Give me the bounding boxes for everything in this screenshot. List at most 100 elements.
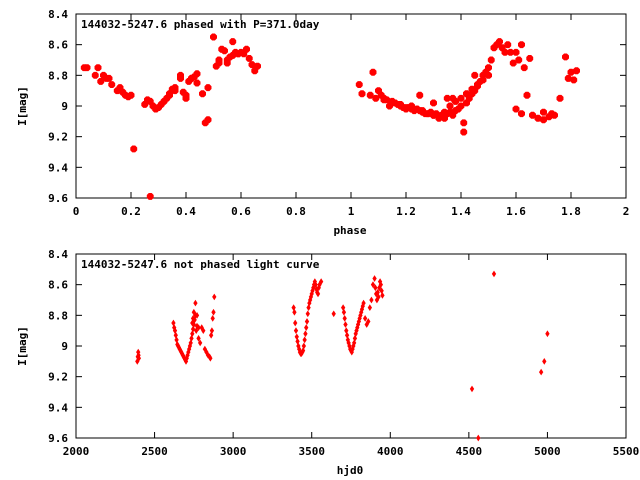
data-point (491, 270, 497, 278)
y-axis-label: I[mag] (16, 86, 29, 126)
data-point (136, 354, 142, 362)
data-point (512, 105, 520, 113)
data-point (146, 193, 154, 200)
x-tick-label: 1.6 (506, 205, 526, 218)
data-point (523, 91, 531, 99)
data-point (424, 110, 432, 118)
data-point (443, 94, 451, 102)
data-point (351, 339, 357, 347)
data-point (293, 319, 298, 327)
x-tick-label: 0.2 (121, 205, 141, 218)
data-point (209, 327, 215, 335)
data-point (485, 71, 492, 79)
data-point (182, 94, 190, 102)
y-tick-label: 8.6 (48, 279, 68, 292)
y-tick-label: 8.8 (48, 309, 68, 322)
data-point (369, 296, 374, 304)
x-tick-label: 2500 (141, 445, 168, 458)
data-point (248, 61, 256, 69)
data-point (245, 55, 253, 62)
chart-title: 144032-5247.6 phased with P=371.0day (81, 18, 320, 31)
data-point (306, 304, 311, 312)
data-point (188, 339, 193, 347)
data-point (564, 74, 572, 82)
data-point (416, 91, 424, 99)
data-point (344, 327, 349, 335)
data-point (362, 315, 368, 322)
data-point (291, 304, 296, 312)
data-point (342, 315, 347, 322)
data-point (197, 339, 203, 347)
y-ticks: 8.4 8.6 8.8 9 9.2 9.4 9.6 (48, 248, 626, 445)
data-point (460, 119, 468, 127)
data-point (344, 331, 350, 339)
data-point (204, 116, 212, 124)
data-point (573, 67, 580, 75)
data-point (545, 330, 550, 338)
x-tick-label: 5000 (534, 445, 561, 458)
data-point (196, 334, 201, 342)
data-point (166, 91, 173, 99)
data-point (190, 325, 196, 333)
data-point (208, 331, 214, 339)
x-tick-label: 1.4 (451, 205, 471, 218)
data-point (435, 114, 443, 122)
data-point (301, 342, 307, 350)
data-point (468, 85, 476, 93)
data-point (361, 299, 366, 307)
data-point (340, 304, 346, 312)
data-point (243, 45, 250, 53)
data-point (91, 71, 99, 79)
data-point (171, 84, 179, 92)
data-point (174, 336, 179, 344)
data-point (295, 338, 300, 345)
x-tick-label: 4500 (456, 445, 483, 458)
data-point (300, 347, 306, 354)
data-point (408, 102, 415, 110)
data-point (196, 324, 201, 331)
data-point (471, 71, 479, 79)
x-tick-label: 0 (73, 205, 80, 218)
x-tick-label: 2 (623, 205, 630, 218)
y-tick-label: 9.2 (48, 371, 68, 384)
data-point (496, 38, 503, 46)
chart-title: 144032-5247.6 not phased light curve (81, 258, 320, 271)
data-point (380, 292, 385, 299)
data-point (191, 308, 197, 316)
x-axis-label: phase (333, 224, 366, 237)
data-point (221, 47, 228, 55)
x-tick-label: 0.8 (286, 205, 306, 218)
data-point (105, 74, 113, 82)
y-tick-label: 8.4 (48, 8, 68, 21)
data-point (457, 94, 465, 102)
data-point (355, 81, 363, 88)
data-point (479, 76, 487, 84)
x-ticks: 2000 2500 3000 3500 4000 4500 5000 5500 (63, 254, 639, 458)
data-point (188, 74, 195, 82)
data-point (193, 299, 198, 307)
x-tick-label: 1.2 (396, 205, 416, 218)
data-point (446, 102, 454, 110)
y-ticks: 8.4 8.6 8.8 9 9.2 9.4 9.6 (48, 8, 626, 205)
x-tick-label: 0.6 (231, 205, 251, 218)
data-point (540, 116, 547, 124)
data-point (376, 293, 381, 301)
data-point (556, 94, 564, 102)
data-point (474, 81, 481, 88)
data-point (370, 281, 376, 289)
data-point (210, 33, 217, 41)
data-point (318, 278, 324, 285)
data-point (215, 56, 223, 64)
data-point (366, 318, 371, 325)
x-tick-label: 3000 (220, 445, 247, 458)
data-point (487, 56, 495, 64)
data-point (518, 110, 525, 118)
data-point (358, 90, 366, 98)
data-point (146, 97, 154, 105)
y-axis-label: I[mag] (16, 326, 29, 366)
data-point (304, 318, 310, 325)
data-point (526, 55, 534, 62)
data-point (463, 90, 470, 98)
data-point (419, 107, 426, 115)
data-point (234, 50, 242, 58)
